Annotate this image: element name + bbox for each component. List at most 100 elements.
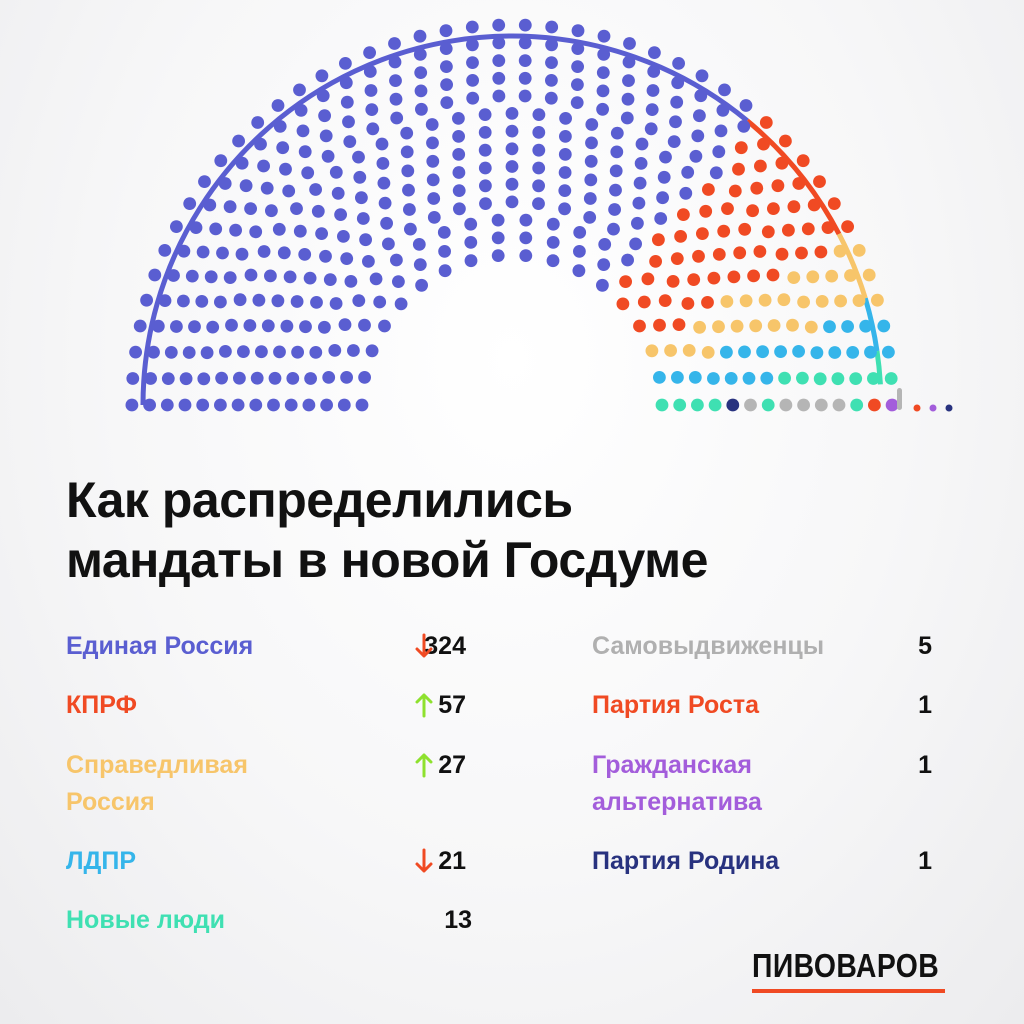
seat-единая-россия — [558, 184, 572, 198]
seat-единая-россия — [225, 318, 238, 332]
seat-кпрф — [674, 230, 687, 243]
seat-единая-россия — [389, 92, 403, 106]
legend-value: 324 — [424, 632, 466, 660]
seat-единая-россия — [315, 227, 328, 241]
seat-единая-россия — [265, 204, 278, 218]
seat-кпрф — [775, 156, 789, 170]
seat-кпрф — [787, 200, 801, 214]
seat-единая-россия — [322, 371, 336, 384]
seat-справедливая-россия — [844, 269, 857, 282]
seat-единая-россия — [249, 398, 263, 412]
legend-label: Новые люди — [66, 906, 226, 934]
seat-единая-россия — [505, 160, 519, 173]
seat-единая-россия — [532, 179, 545, 193]
legend-item-kprf: КПРФ 57 — [66, 687, 466, 724]
seat-единая-россия — [597, 258, 611, 271]
seat-единая-россия — [452, 148, 466, 161]
seat-единая-россия — [596, 84, 610, 98]
seat-кпрф — [746, 204, 759, 218]
legend-item-growth-party: Партия Роста 1 — [592, 687, 932, 724]
seat-единая-россия — [158, 244, 172, 257]
seat-единая-россия — [183, 197, 197, 211]
seat-кпрф — [699, 204, 713, 218]
seat-единая-россия — [198, 175, 211, 189]
seat-самовыдвиженцы — [744, 398, 757, 412]
seat-единая-россия — [648, 46, 661, 59]
seat-кпрф — [813, 175, 826, 189]
seat-единая-россия — [559, 112, 572, 125]
seat-новые-люди — [884, 372, 898, 385]
seat-новые-люди — [778, 371, 791, 385]
seat-единая-россия — [439, 42, 453, 55]
seat-единая-россия — [125, 398, 139, 412]
seat-единая-россия — [282, 184, 296, 198]
seat-единая-россия — [209, 222, 223, 236]
seat-единая-россия — [570, 96, 584, 109]
legend-item-self-nominated: Самовыдвиженцы 5 — [592, 628, 932, 665]
seat-единая-россия — [301, 166, 315, 180]
mark-гражданская-альтернатива — [929, 404, 937, 412]
seat-единая-россия — [718, 83, 731, 97]
seat-кпрф — [750, 181, 764, 195]
seat-единая-россия — [532, 197, 545, 211]
seat-единая-россия — [505, 142, 519, 156]
seat-единая-россия — [294, 103, 308, 117]
seat-единая-россия — [583, 192, 597, 205]
seat-единая-россия — [596, 102, 609, 116]
seat-кпрф — [827, 197, 841, 211]
seat-самовыдвиженцы — [814, 398, 828, 412]
seat-единая-россия — [323, 273, 337, 286]
seat-единая-россия — [559, 130, 572, 143]
seat-единая-россия — [129, 345, 143, 359]
seat-единая-россия — [233, 371, 246, 385]
seat-единая-россия — [545, 74, 558, 87]
seat-единая-россия — [257, 159, 270, 173]
seat-новые-люди — [673, 398, 687, 412]
seat-справедливая-россия — [797, 295, 810, 309]
seat-единая-россия — [390, 253, 403, 267]
seat-справедливая-россия — [664, 344, 677, 357]
seat-единая-россия — [133, 319, 147, 333]
seat-единая-россия — [272, 222, 286, 236]
seat-единая-россия — [373, 295, 387, 309]
seat-кпрф — [732, 162, 745, 176]
seat-единая-россия — [621, 92, 635, 106]
seat-единая-россия — [214, 295, 227, 309]
seat-лдпр — [774, 345, 787, 358]
seat-единая-россия — [339, 76, 353, 90]
seat-единая-россия — [532, 143, 546, 157]
legend-value: 1 — [918, 751, 932, 779]
seat-единая-россия — [693, 109, 706, 123]
seat-справедливая-россия — [815, 295, 829, 308]
seat-единая-россия — [358, 318, 371, 332]
seat-кпрф — [821, 221, 835, 235]
seat-единая-россия — [464, 236, 478, 249]
seat-лдпр — [742, 371, 756, 385]
seat-единая-россия — [316, 89, 330, 103]
seat-кпрф — [712, 248, 726, 261]
seat-справедливая-россия — [693, 320, 706, 334]
seat-лдпр — [792, 345, 805, 358]
seat-кпрф — [692, 249, 705, 263]
seat-кпрф — [795, 246, 808, 260]
seat-справедливая-россия — [862, 268, 876, 282]
parliament-chart — [125, 18, 953, 412]
seat-гражданская-альтернатива — [885, 398, 899, 412]
seat-единая-россия — [558, 166, 572, 179]
seat-единая-россия — [377, 176, 391, 190]
seat-кпрф — [807, 198, 821, 212]
seat-единая-россия — [355, 398, 369, 412]
seat-единая-россия — [558, 202, 571, 216]
seat-единая-россия — [216, 246, 229, 260]
seat-справедливая-россия — [682, 344, 696, 357]
seat-единая-россия — [413, 29, 427, 43]
legend-item-united-russia: Единая Россия 324 — [66, 628, 466, 665]
seat-единая-россия — [452, 166, 466, 179]
seat-единая-россия — [427, 211, 441, 224]
seat-единая-россия — [695, 69, 709, 83]
seat-кпрф — [701, 296, 714, 309]
legend-item-civic-alternative: Гражданская альтернатива 1 — [592, 747, 932, 821]
seat-единая-россия — [214, 154, 228, 168]
seat-единая-россия — [571, 24, 585, 38]
seat-единая-россия — [400, 126, 414, 140]
